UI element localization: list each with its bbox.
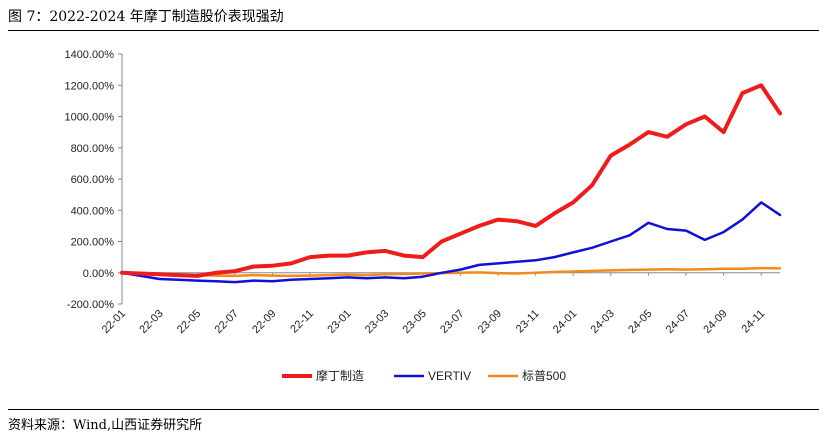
figure-title: 图 7：2022-2024 年摩丁制造股价表现强劲	[8, 9, 284, 25]
x-tick-label: 24-11	[740, 308, 768, 336]
x-tick-label: 24-05	[626, 308, 654, 336]
x-tick-label: 22-09	[250, 308, 278, 336]
legend-label: 标普500	[522, 369, 566, 383]
x-tick-label: 23-03	[363, 308, 391, 336]
x-tick-label: 22-11	[288, 308, 316, 336]
legend-label: VERTIV	[428, 369, 471, 383]
x-tick-label: 23-11	[514, 308, 542, 336]
x-tick-label: 23-05	[401, 308, 429, 336]
x-tick-label: 22-01	[100, 308, 128, 336]
y-tick-label: 1000.00%	[64, 112, 114, 124]
y-tick-label: 800.00%	[71, 143, 115, 155]
x-tick-label: 22-03	[137, 308, 165, 336]
line-chart: 1400.00% 1200.00% 1000.00% 800.00% 600.00% 40…	[64, 49, 782, 383]
x-tick-label: 24-01	[551, 308, 579, 336]
series-line	[120, 83, 782, 278]
x-tick-label: 22-07	[213, 308, 241, 336]
x-tick-label: 22-05	[175, 308, 203, 336]
x-tick-label: 23-07	[438, 308, 466, 336]
x-tick-label: 24-03	[589, 308, 617, 336]
series-line	[120, 201, 782, 284]
y-tick-label: 200.00%	[71, 237, 115, 249]
source-note: 资料来源：Wind,山西证券研究所	[8, 418, 203, 433]
series-line	[120, 266, 782, 278]
y-tick-label: 1400.00%	[64, 49, 114, 61]
y-tick-label: 0.00%	[83, 268, 114, 280]
x-tick-label: 23-09	[476, 308, 504, 336]
bottom-rule	[8, 409, 819, 410]
x-tick-label: 24-07	[664, 308, 692, 336]
top-rule	[8, 30, 819, 31]
legend-label: 摩丁制造	[316, 368, 364, 383]
x-tick-label: 24-09	[701, 308, 729, 336]
y-tick-label: 600.00%	[71, 174, 115, 186]
y-tick-label: 400.00%	[71, 205, 115, 217]
x-tick-label: 23-01	[325, 308, 353, 336]
y-tick-label: -200.00%	[67, 299, 114, 311]
y-tick-label: 1200.00%	[64, 80, 114, 92]
